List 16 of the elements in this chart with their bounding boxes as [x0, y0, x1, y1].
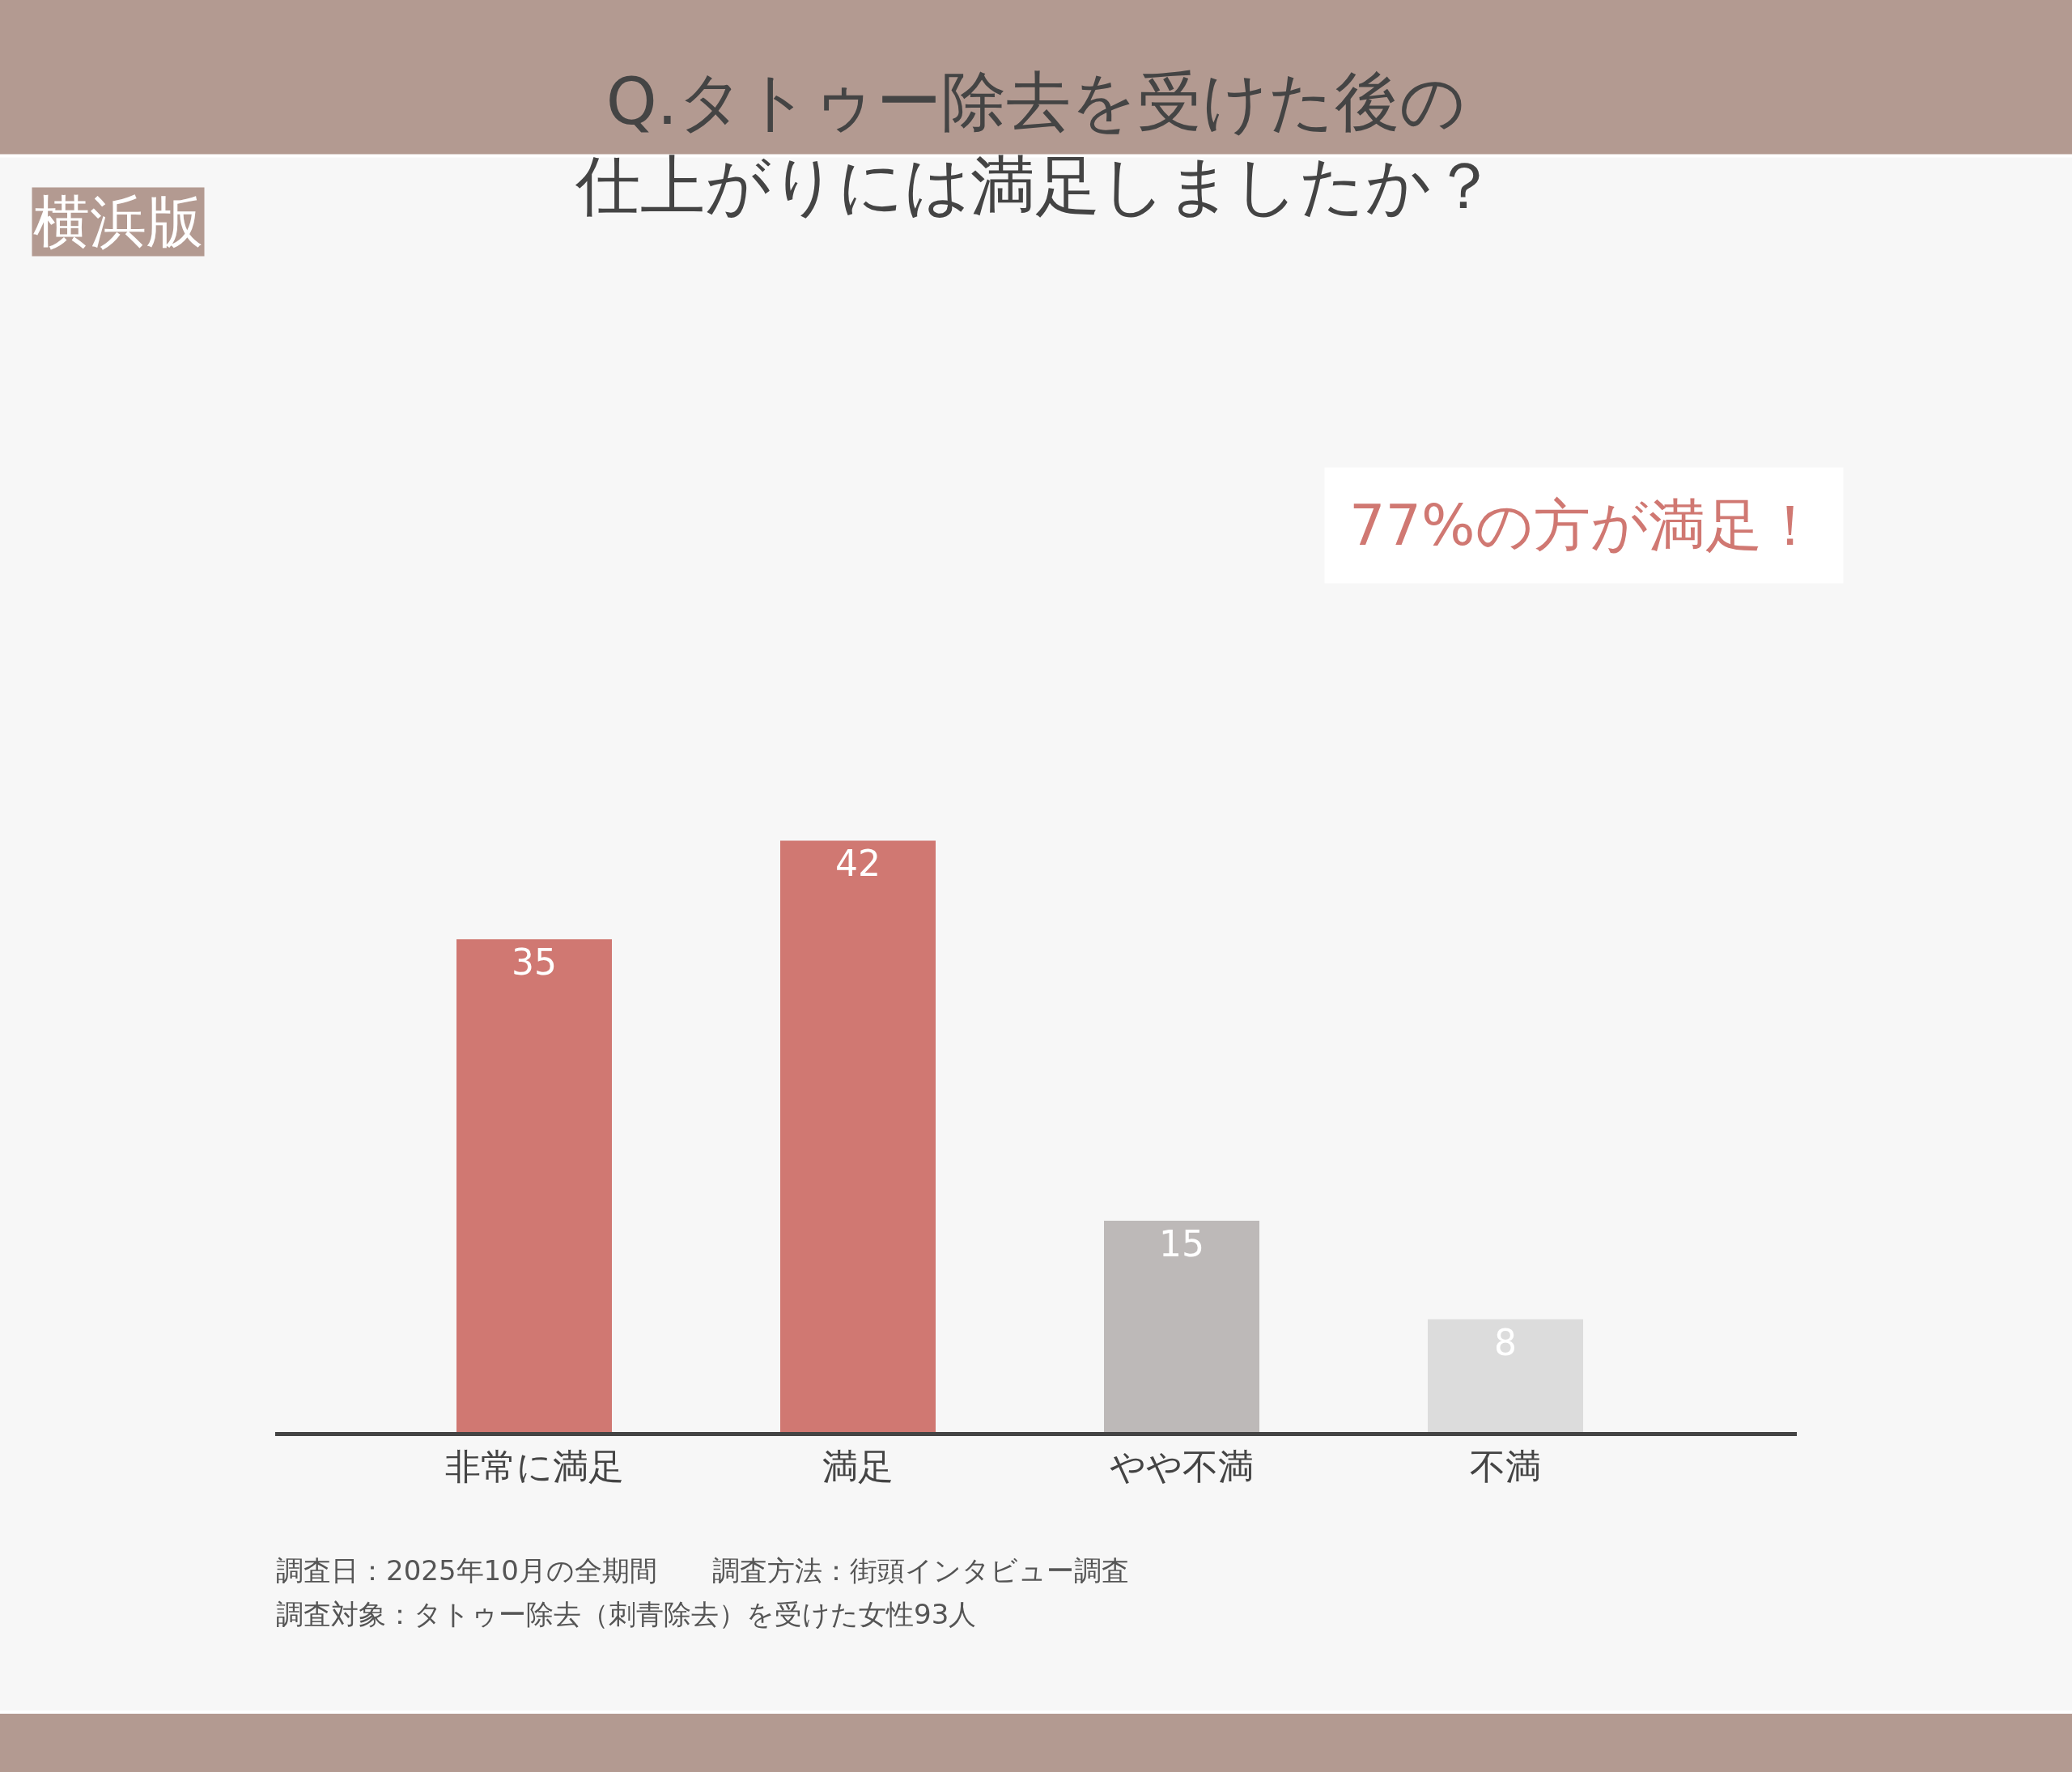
bar: [1428, 1319, 1583, 1432]
x-tick-label: やや不満: [1110, 1445, 1254, 1487]
text: 調査対象：タトゥー除去（刺青除去）を受けた女性93人: [276, 1598, 977, 1630]
chart-title: Q.タトゥー除去を受けた後の仕上がりには満足しましたか？: [575, 64, 1497, 224]
x-tick-label: 不満: [1470, 1445, 1541, 1487]
bar: [456, 939, 612, 1432]
bar: [780, 840, 936, 1432]
bar: [1104, 1221, 1259, 1432]
data-label: 42: [835, 843, 881, 885]
data-label: 35: [512, 941, 557, 984]
x-tick-label: 満足: [822, 1445, 894, 1487]
x-tick-label: 非常に満足: [444, 1445, 624, 1487]
text: 調査日：2025年10月の全期間 調査方法：街頭インタビュー調査: [276, 1554, 1129, 1587]
text: 77%の方が満足！: [1349, 492, 1819, 559]
data-label: 15: [1159, 1223, 1204, 1265]
chart-subtitle: 横浜版: [33, 189, 203, 255]
